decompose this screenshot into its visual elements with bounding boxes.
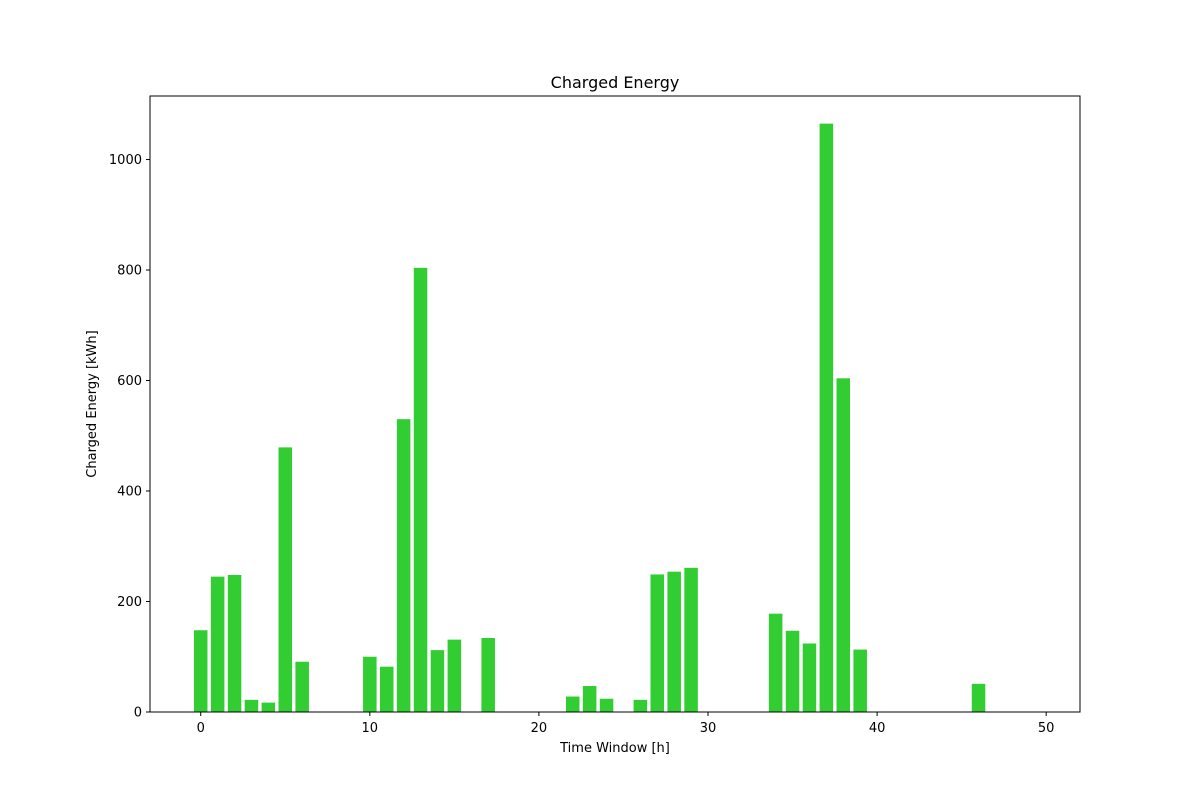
x-tick-label: 30 bbox=[700, 721, 717, 736]
bar-14 bbox=[430, 650, 445, 712]
bar-22 bbox=[565, 696, 580, 712]
bar-46 bbox=[971, 683, 986, 712]
x-tick-label: 40 bbox=[869, 721, 886, 736]
bar-23 bbox=[582, 686, 597, 712]
bar-15 bbox=[447, 639, 462, 712]
bar-2 bbox=[227, 574, 242, 712]
bar-26 bbox=[633, 699, 648, 712]
x-tick-label: 20 bbox=[531, 721, 548, 736]
y-tick-label: 400 bbox=[117, 485, 142, 500]
bar-0 bbox=[193, 630, 208, 712]
bar-38 bbox=[836, 378, 851, 712]
bar-6 bbox=[295, 661, 309, 712]
chart-title: Charged Energy bbox=[551, 73, 680, 92]
x-tick-label: 10 bbox=[362, 721, 379, 736]
bar-12 bbox=[396, 419, 411, 712]
plot-frame bbox=[149, 95, 1081, 713]
bar-28 bbox=[667, 571, 681, 712]
bar-35 bbox=[785, 630, 800, 712]
bar-37 bbox=[819, 123, 834, 713]
bar-29 bbox=[684, 567, 698, 712]
bar-3 bbox=[244, 699, 259, 712]
y-axis-ticks: 0 200 400 600 800 1000 bbox=[109, 153, 150, 721]
bar-17 bbox=[481, 637, 495, 712]
y-tick-label: 0 bbox=[134, 706, 142, 721]
y-tick-label: 800 bbox=[117, 264, 142, 279]
y-tick-label: 200 bbox=[117, 595, 142, 610]
bar-24 bbox=[599, 698, 614, 712]
bars-group bbox=[193, 123, 986, 713]
y-tick-label: 600 bbox=[117, 374, 142, 389]
bar-36 bbox=[802, 643, 817, 712]
bar-13 bbox=[413, 267, 428, 712]
y-tick-label: 1000 bbox=[109, 153, 142, 168]
bar-11 bbox=[379, 666, 394, 712]
x-tick-label: 50 bbox=[1038, 721, 1055, 736]
x-axis-ticks: 0 10 20 30 40 50 bbox=[197, 712, 1055, 736]
bar-5 bbox=[278, 447, 293, 712]
bar-1 bbox=[210, 576, 225, 712]
y-axis-label: Charged Energy [kWh] bbox=[85, 330, 100, 477]
bar-4 bbox=[261, 702, 276, 712]
x-tick-label: 0 bbox=[197, 721, 205, 736]
bar-10 bbox=[363, 656, 377, 712]
bar-34 bbox=[768, 613, 783, 712]
bar-39 bbox=[853, 649, 867, 712]
x-axis-label: Time Window [h] bbox=[559, 741, 670, 756]
bar-27 bbox=[650, 574, 665, 712]
